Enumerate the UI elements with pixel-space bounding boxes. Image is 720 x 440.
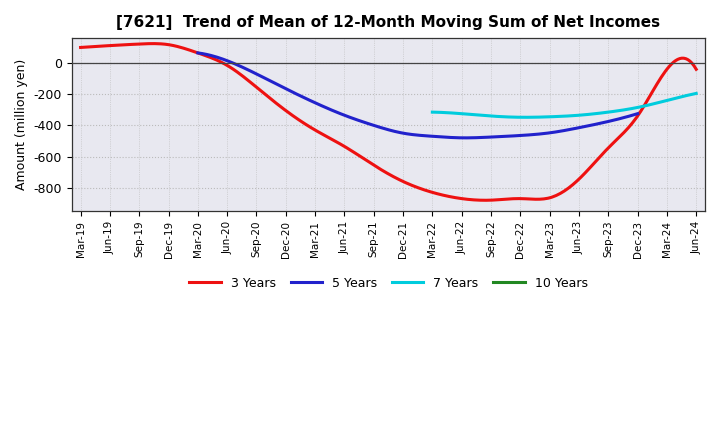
Y-axis label: Amount (million yen): Amount (million yen) [15, 59, 28, 190]
Legend: 3 Years, 5 Years, 7 Years, 10 Years: 3 Years, 5 Years, 7 Years, 10 Years [184, 272, 593, 295]
Text: [7621]  Trend of Mean of 12-Month Moving Sum of Net Incomes: [7621] Trend of Mean of 12-Month Moving … [116, 15, 660, 30]
